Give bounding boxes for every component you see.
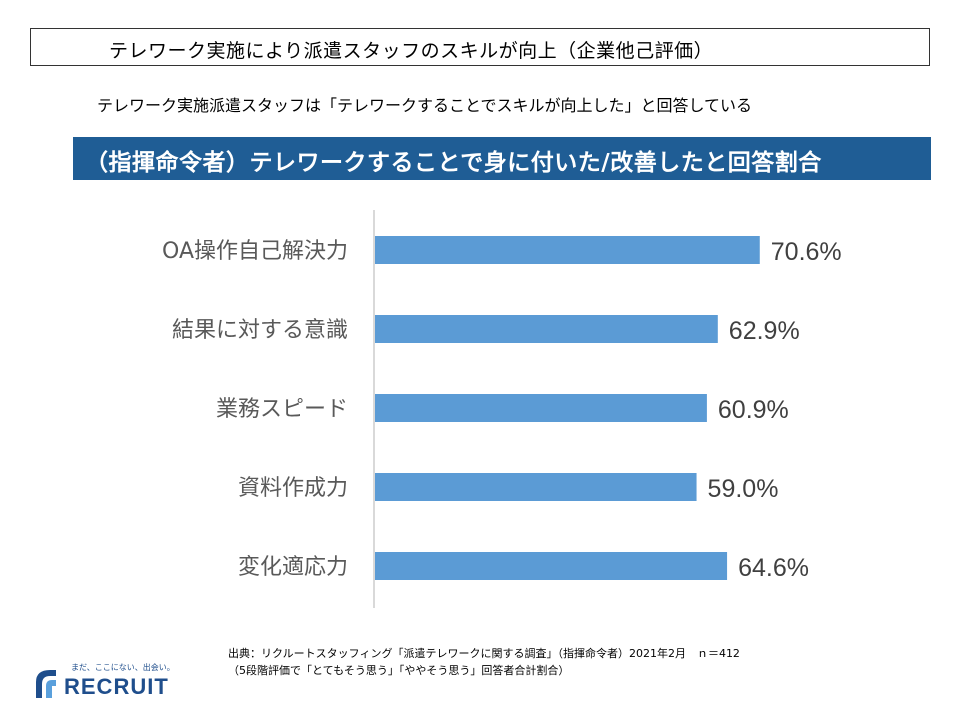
bar [375, 473, 697, 501]
source-line-2: （5段階評価で「とてもそう思う」「ややそう思う」回答者合計割合） [228, 664, 570, 677]
category-label: 業務スピード [216, 397, 348, 422]
page-title: テレワーク実施により派遣スタッフのスキルが向上（企業他己評価） [109, 40, 714, 62]
category-label: 結果に対する意識 [172, 318, 348, 343]
logo-tagline: まだ、ここにない、出会い。 [71, 663, 175, 672]
title-box: テレワーク実施により派遣スタッフのスキルが向上（企業他己評価） [30, 28, 930, 66]
recruit-logo-icon [36, 670, 56, 698]
data-label: 60.9% [718, 396, 789, 424]
page-subtitle: テレワーク実施派遣スタッフは「テレワークすることでスキルが向上した」と回答してい… [97, 96, 753, 115]
data-label: 70.6% [771, 238, 842, 266]
data-label: 59.0% [708, 475, 779, 503]
bar [375, 315, 718, 343]
data-label: 64.6% [738, 554, 809, 582]
chart-title-banner: （指揮命令者）テレワークすることで身に付いた/改善したと回答割合 [73, 137, 931, 180]
logo-wordmark: RECRUIT [64, 674, 169, 699]
bar [375, 394, 707, 422]
source-line-1: 出典：リクルートスタッフィング「派遣テレワークに関する調査」（指揮命令者）202… [228, 647, 740, 660]
chart-title: （指揮命令者）テレワークすることで身に付いた/改善したと回答割合 [85, 150, 822, 176]
data-label: 62.9% [729, 317, 800, 345]
bar [375, 236, 760, 264]
category-label: 変化適応力 [238, 555, 348, 580]
category-label: 資料作成力 [238, 476, 348, 501]
category-label: OA操作自己解決力 [162, 239, 348, 264]
bar [375, 552, 728, 580]
source-note: 出典：リクルートスタッフィング「派遣テレワークに関する調査」（指揮命令者）202… [228, 645, 740, 679]
